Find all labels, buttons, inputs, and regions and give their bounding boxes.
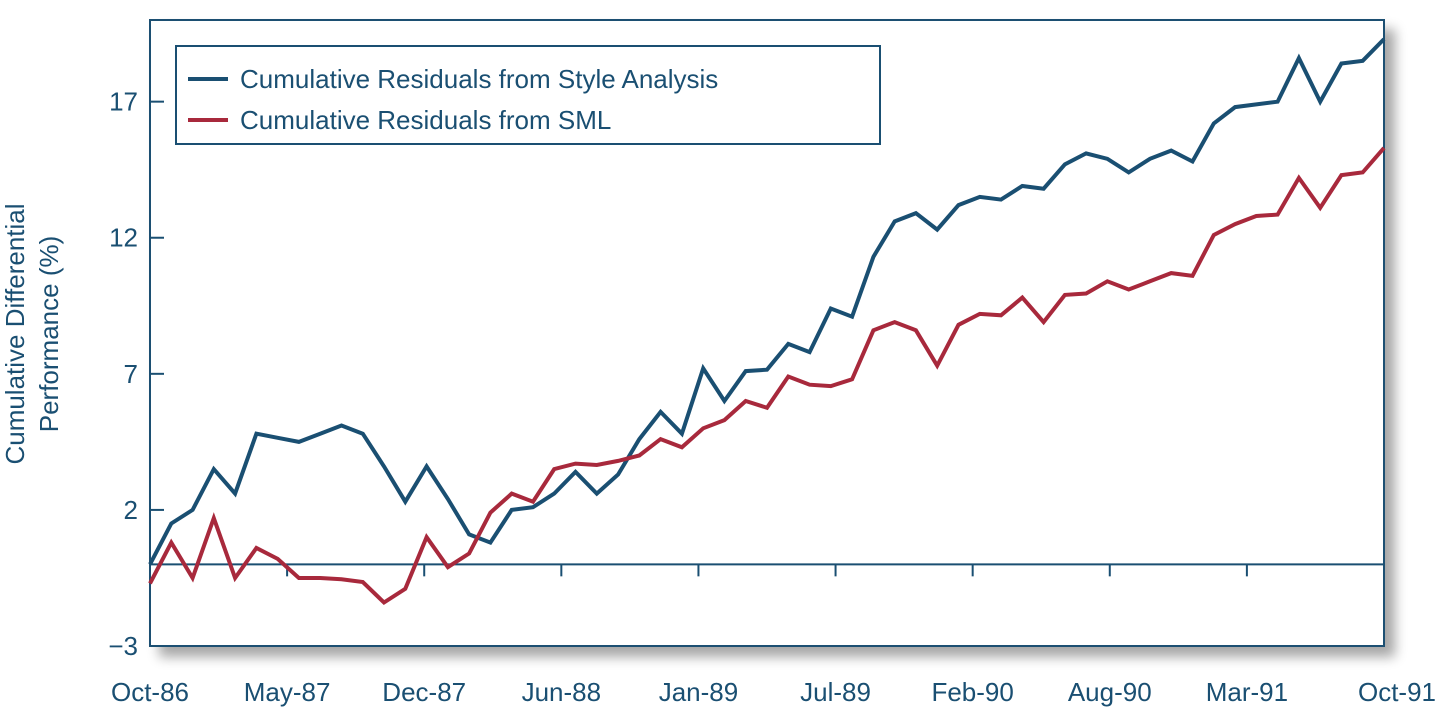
y-tick-label: 2 xyxy=(124,495,138,525)
x-tick-label: Jan-89 xyxy=(659,677,739,707)
series-line-sml xyxy=(148,146,1386,606)
y-tick-label: 12 xyxy=(109,223,138,253)
x-tick-label: Aug-90 xyxy=(1068,677,1152,707)
x-tick-label: Feb-90 xyxy=(931,677,1013,707)
x-tick-label: Jun-88 xyxy=(522,677,602,707)
legend: Cumulative Residuals from Style Analysis… xyxy=(175,45,881,145)
series-layer xyxy=(148,37,1386,606)
y-tick-label: 17 xyxy=(109,87,138,117)
y-tick-label: 7 xyxy=(124,359,138,389)
x-tick-label: Mar-91 xyxy=(1206,677,1288,707)
x-axis: Oct-86 May-87 Dec-87 Jun-88 Jan-89 Jul-89 Feb-… xyxy=(111,564,1436,707)
x-tick-label: Oct-86 xyxy=(111,677,189,707)
legend-box xyxy=(175,45,881,145)
y-axis-title: Cumulative Differential xyxy=(0,203,30,464)
x-tick-label: Jul-89 xyxy=(800,677,871,707)
y-axis-title-2: Performance (%) xyxy=(34,236,64,433)
x-tick-label: May-87 xyxy=(244,677,331,707)
y-axis: 17 12 7 2 −3 xyxy=(108,87,164,661)
y-tick-label: −3 xyxy=(108,631,138,661)
y-axis-title-line-2: Performance (%) xyxy=(34,236,64,433)
y-axis-title-line-1: Cumulative Differential xyxy=(0,203,30,464)
legend-label-style: Cumulative Residuals from Style Analysis xyxy=(240,64,718,94)
x-tick-label: Dec-87 xyxy=(382,677,466,707)
legend-label-sml: Cumulative Residuals from SML xyxy=(240,105,611,135)
x-tick-label: Oct-91 xyxy=(1358,677,1436,707)
series-line-style-analysis xyxy=(148,37,1386,566)
